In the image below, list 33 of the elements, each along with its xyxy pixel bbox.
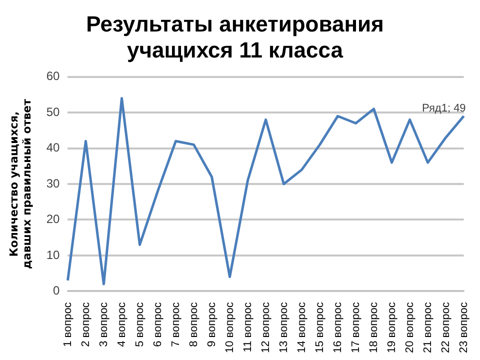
x-tick-label: 10 вопрос xyxy=(224,302,236,354)
y-tick-label: 20 xyxy=(46,212,60,226)
y-tick-label: 0 xyxy=(53,283,60,298)
y-tick-label: 40 xyxy=(46,140,60,155)
x-tick-label: 4 вопрос xyxy=(116,302,128,347)
x-tick-label: 16 вопрос xyxy=(332,302,344,354)
x-tick-label: 11 вопрос xyxy=(242,302,254,352)
x-tick-label: 5 вопрос xyxy=(134,302,146,347)
x-tick-label: 14 вопрос xyxy=(296,302,308,354)
x-tick-label: 8 вопрос xyxy=(188,302,200,347)
y-tick-label: 10 xyxy=(46,248,60,262)
x-tick-label: 1 вопрос xyxy=(62,302,74,347)
x-tick-label: 20 вопрос xyxy=(404,302,416,354)
x-tick-label: 7 вопрос xyxy=(170,302,182,347)
y-tick-label: 30 xyxy=(46,176,60,190)
x-tick-label: 6 вопрос xyxy=(152,302,164,347)
y-tick-label: 50 xyxy=(46,104,60,119)
y-axis-title: Количество учащихся, давших правильный ответ xyxy=(7,98,34,269)
x-tick-label: 18 вопрос xyxy=(368,302,380,354)
x-tick-label: 19 вопрос xyxy=(386,302,398,354)
annotation: Ряд1; 49 xyxy=(422,102,466,115)
x-tick-label: 2 вопрос xyxy=(80,302,92,347)
x-tick-label: 9 вопрос xyxy=(206,302,218,347)
x-tick-label: 15 вопрос xyxy=(314,302,326,354)
x-tick-label: 23 вопрос xyxy=(458,302,470,354)
x-tick-label: 12 вопрос xyxy=(260,302,272,354)
x-tick-label: 17 вопрос xyxy=(350,302,362,354)
y-tick-label: 60 xyxy=(46,69,60,84)
x-tick-label: 3 вопрос xyxy=(98,302,110,347)
x-tick-label: 22 вопрос xyxy=(440,302,452,354)
x-tick-label: 21 вопрос xyxy=(422,302,434,354)
chart-title: Результаты анкетирования учащихся 11 класса xyxy=(86,11,384,63)
x-tick-label: 13 вопрос xyxy=(278,302,290,354)
